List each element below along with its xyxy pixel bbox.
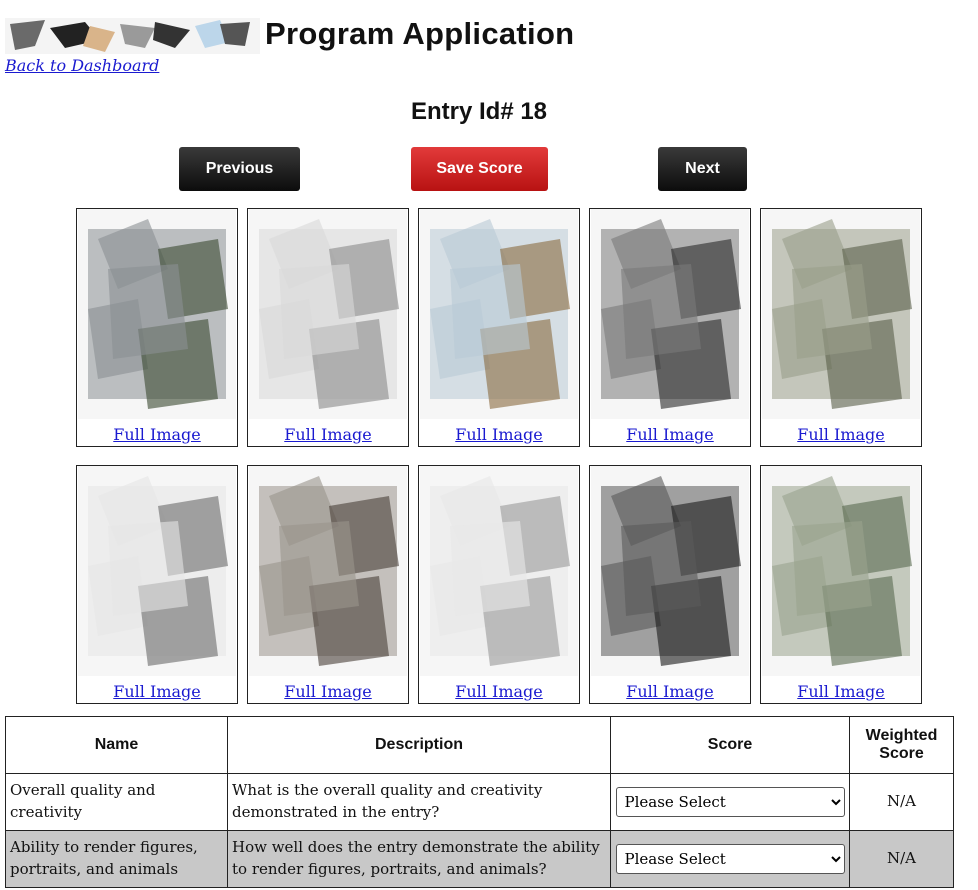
- weighted-score: N/A: [849, 773, 954, 831]
- column-header-score: Score: [610, 716, 850, 774]
- column-header-description: Description: [227, 716, 611, 774]
- thumbnail-image[interactable]: [420, 466, 578, 676]
- table-row: Ability to render figures, portraits, an…: [5, 830, 954, 888]
- thumbnail-image[interactable]: [591, 466, 749, 676]
- back-to-dashboard-link[interactable]: Back to Dashboard: [5, 56, 160, 75]
- weighted-score: N/A: [849, 830, 954, 888]
- gallery-tile: Full Image: [760, 465, 922, 704]
- next-button[interactable]: Next: [658, 147, 747, 191]
- criterion-description: What is the overall quality and creativi…: [227, 773, 611, 831]
- gallery-tile: Full Image: [76, 208, 238, 447]
- gallery-tile: Full Image: [247, 465, 409, 704]
- thumbnail-image[interactable]: [420, 209, 578, 419]
- logo-image-icon: [5, 18, 260, 54]
- gallery-tile: Full Image: [589, 208, 751, 447]
- full-image-link[interactable]: Full Image: [284, 682, 372, 701]
- save-score-button[interactable]: Save Score: [411, 147, 548, 191]
- criterion-description: How well does the entry demonstrate the …: [227, 830, 611, 888]
- gallery-tile: Full Image: [418, 208, 580, 447]
- full-image-link[interactable]: Full Image: [797, 682, 885, 701]
- thumbnail-image[interactable]: [78, 466, 236, 676]
- full-image-link[interactable]: Full Image: [455, 425, 543, 444]
- thumbnail-image[interactable]: [249, 466, 407, 676]
- thumbnail-image[interactable]: [249, 209, 407, 419]
- gallery-row: Full Image Full Image Full Image Full Im…: [76, 465, 924, 704]
- score-table: Name Description Score Weighted Score Ov…: [5, 716, 954, 888]
- criterion-name: Overall quality and creativity: [5, 773, 228, 831]
- score-select[interactable]: Please Select: [615, 787, 845, 817]
- thumbnail-image[interactable]: [591, 209, 749, 419]
- score-cell: Please Select: [610, 773, 850, 831]
- previous-button[interactable]: Previous: [179, 147, 300, 191]
- thumbnail-image[interactable]: [762, 209, 920, 419]
- gallery-tile: Full Image: [589, 465, 751, 704]
- gallery-tile: Full Image: [760, 208, 922, 447]
- image-gallery: Full Image Full Image Full Image Full Im…: [76, 208, 924, 722]
- full-image-link[interactable]: Full Image: [284, 425, 372, 444]
- entry-title: Entry Id# 18: [410, 98, 548, 125]
- full-image-link[interactable]: Full Image: [113, 682, 201, 701]
- column-header-name: Name: [5, 716, 228, 774]
- score-cell: Please Select: [610, 830, 850, 888]
- full-image-link[interactable]: Full Image: [113, 425, 201, 444]
- column-header-weighted-score: Weighted Score: [849, 716, 954, 774]
- table-header-row: Name Description Score Weighted Score: [5, 716, 954, 774]
- gallery-tile: Full Image: [76, 465, 238, 704]
- logo: [5, 18, 260, 54]
- gallery-tile: Full Image: [247, 208, 409, 447]
- header: [5, 18, 260, 54]
- full-image-link[interactable]: Full Image: [797, 425, 885, 444]
- full-image-link[interactable]: Full Image: [626, 425, 714, 444]
- criterion-name: Ability to render figures, portraits, an…: [5, 830, 228, 888]
- page-title: Program Application: [265, 16, 575, 51]
- full-image-link[interactable]: Full Image: [626, 682, 714, 701]
- full-image-link[interactable]: Full Image: [455, 682, 543, 701]
- thumbnail-image[interactable]: [78, 209, 236, 419]
- thumbnail-image[interactable]: [762, 466, 920, 676]
- gallery-row: Full Image Full Image Full Image Full Im…: [76, 208, 924, 447]
- gallery-tile: Full Image: [418, 465, 580, 704]
- table-row: Overall quality and creativity What is t…: [5, 773, 954, 831]
- score-select[interactable]: Please Select: [615, 844, 845, 874]
